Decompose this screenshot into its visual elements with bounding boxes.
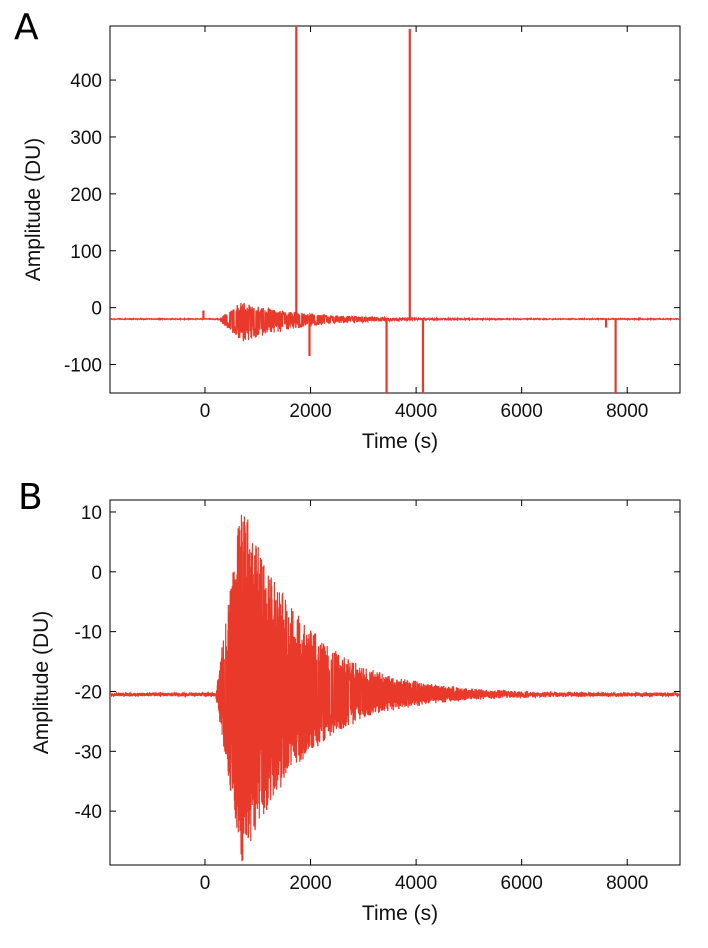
y-tick-label: -40 [75, 802, 102, 823]
y-tick-label: 400 [70, 71, 102, 92]
chart-b: 0 2000 4000 6000 8000 -40 -30 -20 -10 0 10 Time (s)… [30, 499, 681, 925]
waveform-series [110, 302, 680, 342]
x-tick-label: 8000 [606, 401, 648, 422]
x-tick-label: 0 [200, 873, 211, 894]
y-tick-label: 0 [91, 563, 102, 584]
x-tick-label: 4000 [395, 873, 437, 894]
y-tick-label: -30 [75, 742, 102, 763]
x-axis-title: Time (s) [362, 902, 438, 925]
x-tick-label: 6000 [501, 873, 543, 894]
y-tick-label: -100 [64, 356, 102, 377]
panel-letter-a: A [14, 7, 39, 48]
x-tick-label: 0 [200, 401, 211, 422]
plot-area [110, 514, 680, 862]
x-tick-label: 4000 [395, 401, 437, 422]
x-tick-label: 2000 [289, 401, 331, 422]
y-axis-title: Amplitude (DU) [30, 611, 53, 755]
y-tick-label: 200 [70, 185, 102, 206]
chart-a: 0 2000 4000 6000 8000 -100 0 100 200 300 400 Time (… [22, 25, 681, 453]
y-tick-label: -10 [75, 623, 102, 644]
x-axis-title: Time (s) [362, 430, 438, 453]
y-tick-label: 100 [70, 242, 102, 263]
plot-frame [109, 499, 681, 866]
y-tick-label: -20 [75, 682, 102, 703]
panel-letter-b: B [18, 477, 43, 518]
x-tick-label: 6000 [501, 401, 543, 422]
y-tick-label: 10 [81, 503, 102, 524]
y-tick-label: 0 [91, 299, 102, 320]
y-axis-title: Amplitude (DU) [22, 138, 45, 282]
plot-frame [109, 25, 681, 394]
y-tick-label: 300 [70, 128, 102, 149]
plot-area [110, 26, 680, 393]
x-tick-label: 2000 [289, 873, 331, 894]
waveform-series [110, 514, 680, 862]
x-tick-label: 8000 [606, 873, 648, 894]
